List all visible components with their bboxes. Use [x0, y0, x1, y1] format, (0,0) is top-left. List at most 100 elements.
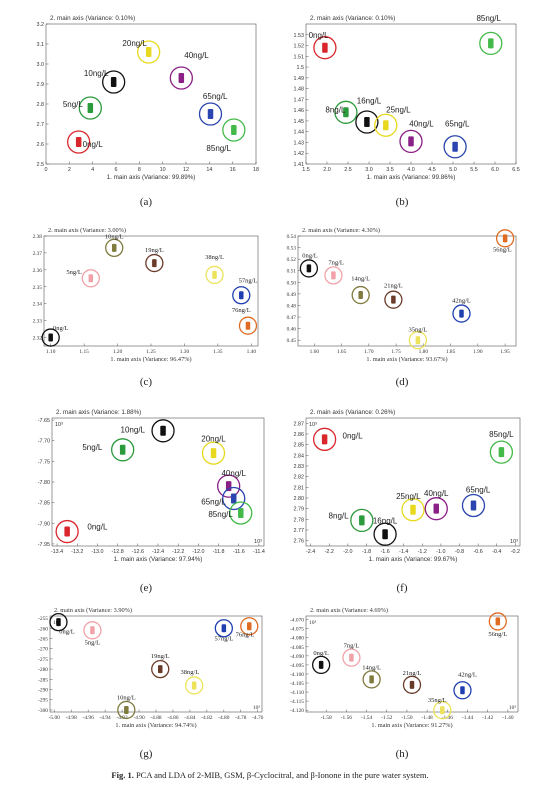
cluster-points [410, 504, 416, 515]
x-tick-label: 1.60 [310, 349, 320, 355]
x-tick-label: -12.6 [132, 549, 144, 555]
y-tick-label: 1.49 [294, 76, 305, 82]
y-tick-label: 1.45 [294, 119, 305, 125]
y-tick-label: 2.86 [294, 432, 305, 438]
cluster-85ng-L: 85ng/L [476, 14, 503, 56]
cluster-20ng-L: 20ng/L [201, 435, 226, 465]
cluster-ellipse [169, 66, 193, 90]
cluster-label: 25ng/L [386, 105, 411, 114]
x-tick-label: -12.8 [111, 549, 123, 555]
y-axis-title: 2. main axis (Variance: 4.30%) [302, 227, 380, 234]
x-tick-label: 1.10 [46, 349, 56, 355]
panel-c: 2. main axis (Variance: 3.00%) 1.10 1.15 1.… [22, 222, 270, 370]
x-tick-label: -1.4 [399, 549, 408, 555]
x-tick-label: 6.5 [512, 167, 520, 173]
y-tick-label: 3.0 [37, 62, 45, 68]
x-tick-label: 1.65 [337, 349, 347, 355]
chart-e: 2. main axis (Variance: 1.88%) 10³ 10³ -13.… [38, 409, 265, 563]
x-tick-label: -1.42 [482, 715, 494, 721]
cluster-label: 85ng/L [489, 430, 514, 439]
cluster-points [369, 675, 374, 684]
x-tick-label: -0.2 [511, 549, 520, 555]
cluster-35ng-L: 35ng/L [409, 327, 427, 350]
cluster-65ng-L: 65ng/L [443, 119, 470, 159]
y-tick-label: 1.47 [294, 97, 305, 103]
cluster-points [459, 309, 464, 318]
cluster-ellipse [355, 110, 379, 134]
cluster-points [87, 103, 94, 113]
cluster-label: 0ng/L [87, 522, 108, 531]
cluster-38ng-L: 38ng/L [205, 254, 224, 285]
cluster-points [145, 47, 152, 57]
x-tick-label: -2.2 [325, 549, 334, 555]
y-tick-label: 2.80 [294, 496, 305, 502]
y-tick-label: 0.51 [287, 269, 297, 275]
y-tick-label: -7.65 [38, 418, 50, 424]
cluster-points [415, 336, 421, 345]
cluster-label: 20ng/L [201, 435, 226, 444]
cluster-points [498, 447, 505, 458]
cluster-ellipse [402, 675, 422, 694]
y-tick-label: -4.085 [290, 645, 304, 651]
x-tick-label: 1.30 [180, 349, 190, 355]
cluster-14ng-L: 14ng/L [351, 276, 370, 305]
cluster-label: 21ng/L [403, 670, 422, 677]
cluster-points [160, 425, 166, 436]
panel-h: 2. main axis (Variance: 4.69%) 10³ 10³ -1.5… [276, 602, 528, 734]
y-tick-label: 2.36 [33, 268, 43, 274]
x-tick-label: -4.88 [150, 715, 162, 721]
x-tick-label: -4.76 [252, 715, 264, 721]
cluster-8ng-L: 8ng/L [325, 100, 358, 124]
y-tick-label: 2.32 [33, 336, 43, 342]
cluster-ellipse [351, 285, 370, 305]
cluster-points [231, 125, 237, 135]
x-tick-label: -4.86 [167, 715, 179, 721]
panel-b: 2. main axis (Variance: 0.10%) 1.5 2.0 2.5 3… [276, 8, 528, 181]
cluster-label: 5ng/L [63, 100, 84, 109]
panel-label-b: (b) [395, 196, 409, 208]
y-tick-label: 1.42 [294, 151, 305, 157]
cluster-points [358, 291, 363, 300]
y-tick-label: 2.76 [294, 539, 305, 545]
cluster-8ng-L: 8ng/L [329, 508, 374, 533]
cluster-0ng-L: 0ng/L [41, 325, 69, 347]
x-tick-label: 1.15 [79, 349, 89, 355]
cluster-ellipse [452, 304, 471, 323]
cluster-points [359, 515, 365, 526]
x-tick-label: 16 [230, 167, 236, 173]
y-tick-label: 1.41 [294, 162, 305, 168]
x-tick-label: 3.0 [365, 167, 373, 173]
cluster-points [64, 526, 70, 537]
cluster-0ng-L: 0ng/L [299, 252, 319, 278]
x-tick-label: 4.0 [407, 167, 415, 173]
y-tick-label: -4.120 [290, 708, 304, 714]
cluster-points [349, 653, 354, 662]
cluster-points [245, 321, 251, 330]
cluster-ellipse [373, 522, 397, 546]
cluster-65ng-L: 65ng/L [198, 92, 228, 126]
cluster-ellipse [102, 70, 126, 94]
cluster-label: 10ng/L [121, 425, 146, 434]
y-tick-label: -4.100 [290, 672, 304, 678]
cluster-points [440, 706, 445, 715]
x-tick-label: 1.5 [302, 167, 310, 173]
cluster-points [318, 660, 324, 669]
cluster-points [207, 109, 214, 119]
cluster-19ng-L: 19ng/L [145, 247, 164, 273]
cluster-label: 8ng/L [325, 105, 346, 114]
cluster-label: 0ng/L [83, 140, 104, 149]
y-axis-title: 2. main axis (Variance: 3.90%) [54, 607, 132, 614]
cluster-points [495, 617, 501, 626]
cluster-points [48, 333, 53, 342]
x-axis-title: 1. main axis (Variance: 96.47%) [110, 356, 191, 363]
x-tick-label: 2.5 [344, 167, 352, 173]
cluster-ellipse [81, 269, 100, 288]
cluster-points [247, 622, 252, 631]
y-tick-label: -300 [38, 708, 48, 714]
cluster-ellipse [217, 474, 241, 498]
cluster-label: 38ng/L [205, 254, 224, 261]
y-tick-label: 0.52 [287, 257, 297, 263]
cluster-points [210, 448, 217, 459]
cluster-label: 0ng/L [59, 628, 75, 635]
cluster-ellipse [374, 113, 398, 137]
